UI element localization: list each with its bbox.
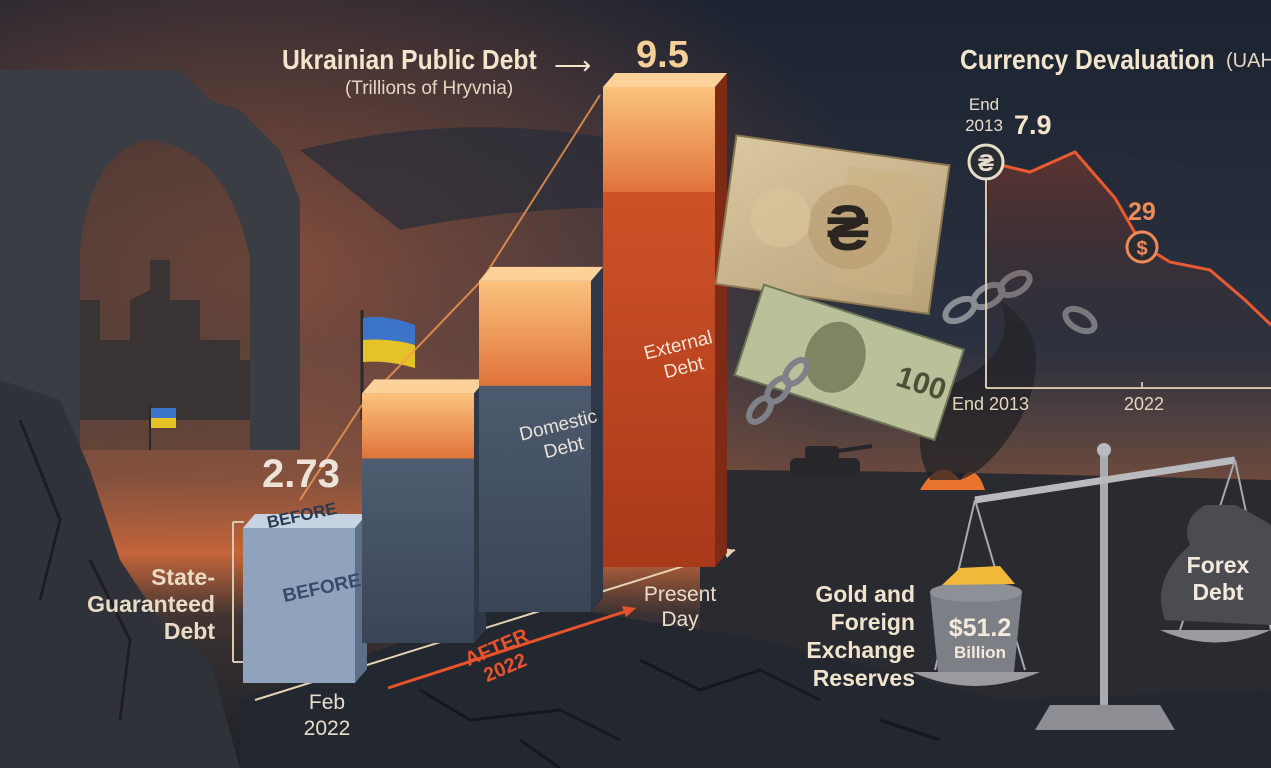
currency-unit-label: (UAH — [1226, 50, 1271, 72]
debt-bar-3-glow — [603, 87, 715, 192]
debt-bar-2-side — [591, 266, 603, 612]
after-2022-arrowhead — [622, 606, 636, 617]
dollar-banknote: 100 — [733, 283, 966, 442]
hryvnia-banknote — [714, 134, 951, 316]
dollar-marker-sign: $ — [1136, 238, 1147, 260]
left-pan — [912, 672, 1040, 686]
debt-bar-3-top — [603, 73, 727, 87]
ground-cracks — [419, 658, 941, 768]
trend-line — [299, 94, 601, 501]
currency-value-2022: 29 — [1128, 198, 1156, 226]
gold-bucket — [930, 592, 1022, 672]
cracked-ground — [240, 600, 1271, 768]
currency-x-label-2022: 2022 — [1124, 394, 1165, 414]
scale-base — [1035, 705, 1175, 730]
debt-bar-2-glow — [479, 280, 591, 386]
state-guaranteed-label: State- Guaranteed Debt — [87, 564, 215, 644]
broken-chain-left — [746, 357, 810, 425]
ruined-arch — [0, 70, 300, 450]
reserves-unit: Billion — [954, 643, 1006, 662]
title-arrow-icon: ⟶ — [554, 50, 592, 80]
dollar-marker-icon — [1125, 230, 1159, 264]
arch-shadow — [80, 140, 250, 450]
x-label-feb-2022: Feb 2022 — [303, 691, 351, 740]
end-2013-top-label: End 2013 — [965, 95, 1003, 135]
hryvnia-sign-icon — [750, 187, 811, 248]
x-label-present-day: Present Day — [643, 583, 717, 631]
after-2022-arrow — [387, 608, 631, 690]
left-rubble-cracks — [18, 419, 132, 721]
currency-value-2013: 7.9 — [1014, 110, 1052, 140]
right-pan — [1160, 630, 1271, 643]
start-value-label: 2.73 — [262, 452, 340, 496]
debt-bar-1-glow — [362, 393, 474, 459]
hryvnia-sign-note: ₴ — [827, 192, 870, 264]
gold-reserves-label: Gold and Foreign Exchange Reserves — [806, 581, 915, 691]
debt-bar-2-top — [479, 266, 603, 281]
debt-chart-subtitle: (Trillions of Hryvnia) — [345, 78, 514, 99]
currency-chart: ₴ $ — [967, 143, 1271, 389]
left-rubble — [0, 380, 240, 768]
hryvnia-marker-icon — [967, 143, 1005, 181]
currency-x-label-2013: End 2013 — [952, 394, 1030, 414]
debt-bar-0-top — [243, 514, 367, 528]
reserves-value: $51.2 — [948, 614, 1012, 642]
peak-value-label: 9.5 — [636, 34, 689, 76]
gold-bars-icon — [942, 566, 1015, 585]
debt-bar-0 — [243, 528, 355, 683]
debt-bars — [243, 73, 727, 683]
tank-silhouette — [790, 444, 873, 476]
debt-chart-title: Ukrainian Public Debt — [282, 44, 537, 75]
currency-area — [988, 152, 1271, 388]
scale-beam — [974, 456, 1236, 504]
balance-scale — [912, 443, 1271, 730]
hryvnia-marker-sign: ₴ — [978, 150, 994, 177]
forex-debt-sack — [1160, 505, 1271, 625]
ukraine-flag-small — [149, 405, 176, 450]
debt-bar-3-side — [715, 73, 727, 567]
currency-chart-title: Currency Devaluation — [960, 44, 1215, 75]
forex-debt-label: Forex Debt — [1186, 552, 1250, 605]
debt-bar-1-top — [362, 379, 486, 394]
